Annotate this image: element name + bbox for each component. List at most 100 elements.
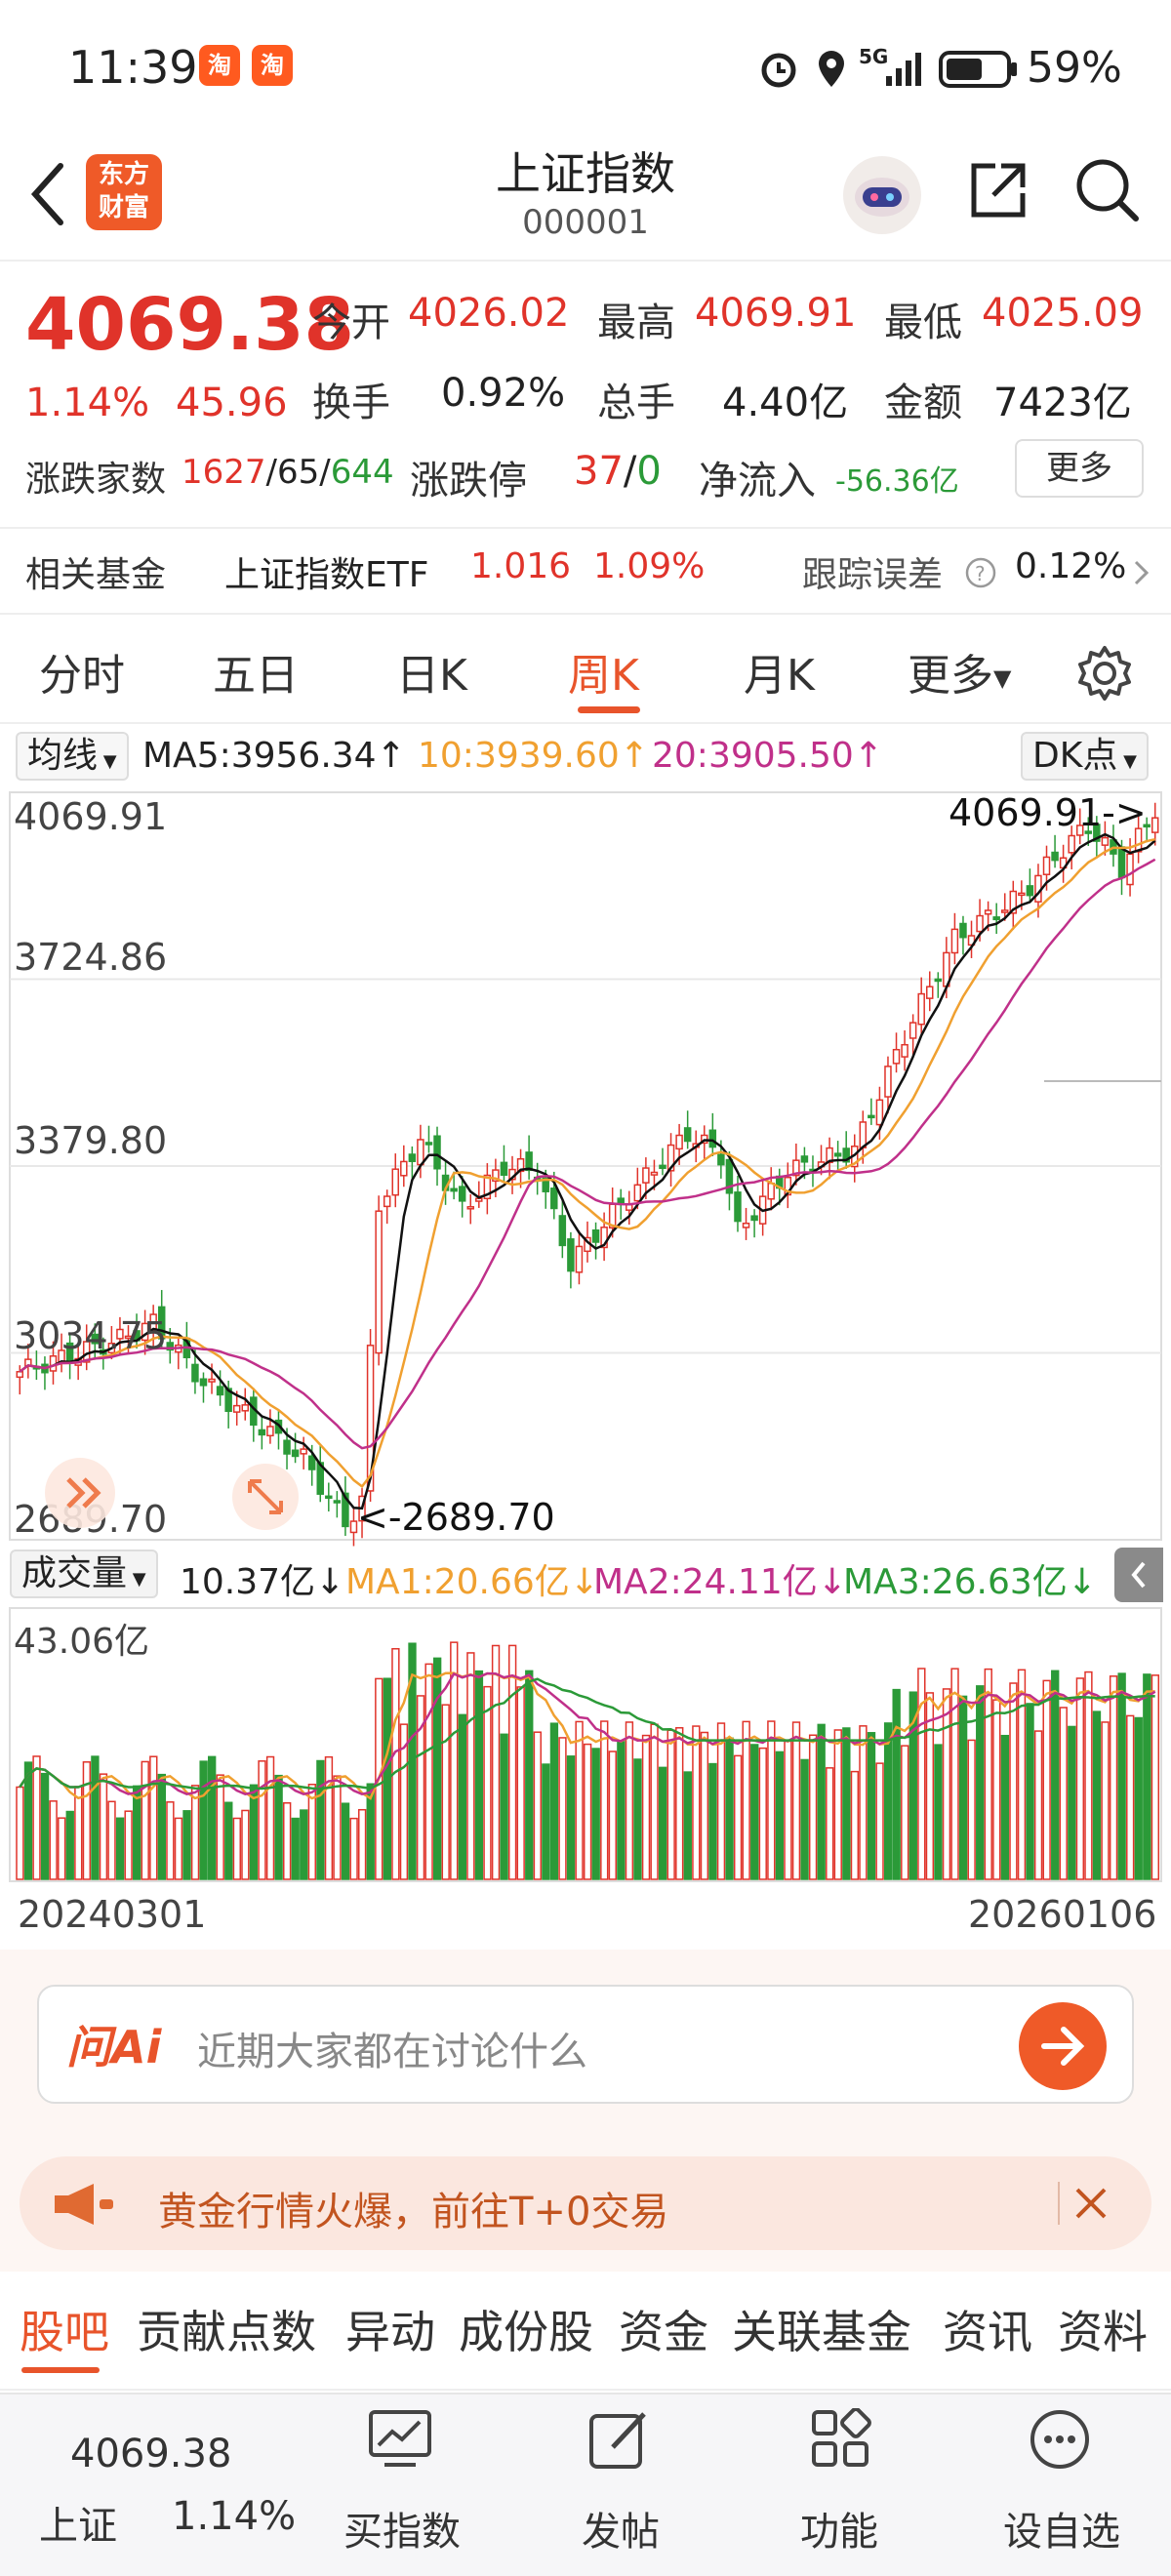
volume-selector[interactable]: 成交量 ▼ <box>10 1550 158 1598</box>
expand-left-icon[interactable] <box>45 1458 115 1528</box>
post-button[interactable]: 发帖 <box>582 2510 660 2555</box>
collapse-panel-button[interactable] <box>1114 1548 1163 1602</box>
banner-text: 黄金行情火爆，前往T+0交易 <box>158 2190 669 2234</box>
footer-index-price[interactable]: 4069.38 <box>70 2432 232 2476</box>
related-fund-label: 相关基金 <box>25 555 167 595</box>
volume-bar-up <box>600 1720 609 1880</box>
vol-ma1-text: MA1:20.66亿 <box>345 1562 570 1602</box>
buy-index-icon[interactable] <box>367 2408 435 2473</box>
volume-bar-up <box>1075 1677 1085 1880</box>
indicator-selector[interactable]: 均线 ▼ <box>16 732 129 781</box>
candle-up <box>909 1022 917 1039</box>
volume-bar-down <box>566 1755 576 1880</box>
candlestick-chart[interactable]: 4069.91 3724.86 3379.80 3034.75 2689.70 … <box>0 788 1171 1548</box>
tab-related-funds[interactable]: 关联基金 <box>732 2306 911 2358</box>
tab-weekly-k[interactable]: 周K <box>568 651 639 701</box>
turnover-label: 换手 <box>312 381 390 425</box>
volume-bar-down <box>842 1727 851 1880</box>
candle-down <box>542 1177 549 1192</box>
gold-promo-banner[interactable]: 黄金行情火爆，前往T+0交易 <box>20 2156 1151 2250</box>
volume-value: 4.40亿 <box>722 381 849 425</box>
candle-up <box>859 1121 868 1148</box>
fund-name[interactable]: 上证指数ETF <box>224 555 429 595</box>
page-title: 上证指数 <box>496 147 675 200</box>
tab-funds-flow[interactable]: 资金 <box>619 2306 708 2358</box>
volume-bar-up <box>1017 1669 1027 1880</box>
buy-index-button[interactable]: 买指数 <box>343 2510 461 2555</box>
tab-constituents[interactable]: 成份股 <box>459 2306 593 2358</box>
tab-monthly-k[interactable]: 月K <box>744 651 815 701</box>
tab-five-day[interactable]: 五日 <box>213 651 299 701</box>
tab-movement[interactable]: 异动 <box>345 2306 435 2358</box>
x-end-label: 20260106 <box>968 1893 1157 1936</box>
volume-bar-up <box>850 1770 860 1880</box>
add-watchlist-button[interactable]: 设自选 <box>1003 2510 1120 2555</box>
candle-down <box>558 1215 567 1247</box>
amount-value: 7423亿 <box>993 381 1132 425</box>
footer-index-name[interactable]: 上证 <box>39 2504 117 2549</box>
functions-button[interactable]: 功能 <box>800 2510 878 2555</box>
candle-down <box>567 1238 575 1272</box>
volume-bar-down <box>249 1784 259 1880</box>
volume-bar-up <box>307 1784 317 1880</box>
close-icon[interactable] <box>1071 2184 1110 2223</box>
volume-bar-down <box>591 1748 600 1880</box>
volume-bar-down <box>65 1810 74 1880</box>
ask-ai-box[interactable]: 问Ai 近期大家都在讨论什么 <box>37 1985 1134 2104</box>
volume-bar-up <box>1084 1670 1093 1880</box>
volume-bar-up <box>424 1663 433 1880</box>
tab-more[interactable]: 更多▼ <box>908 640 1011 703</box>
volume-bar-down <box>224 1801 233 1880</box>
related-fund-row[interactable]: 相关基金 上证指数ETF 1.016 1.09% 跟踪误差 ? 0.12% <box>0 527 1171 615</box>
candle-up <box>767 1182 775 1200</box>
help-icon[interactable]: ? <box>964 556 997 589</box>
candle-down <box>333 1500 342 1504</box>
tab-intraday[interactable]: 分时 <box>39 651 125 701</box>
volume-chart[interactable]: 43.06亿 <box>0 1606 1171 1889</box>
battery-percent: 59% <box>1027 43 1122 93</box>
caret-down-icon: ▼ <box>1117 751 1137 772</box>
volume-bar-up <box>416 1695 425 1880</box>
search-icon[interactable] <box>1073 156 1142 224</box>
volume-bar-down <box>683 1771 692 1880</box>
back-icon[interactable] <box>25 160 68 228</box>
content-tabs: 股吧 贡献点数 异动 成份股 资金 关联基金 资讯 资料 <box>0 2274 1171 2391</box>
volume-bar-down <box>542 1763 550 1880</box>
svg-text:?: ? <box>975 562 986 585</box>
volume-selector-label: 成交量 <box>21 1553 128 1593</box>
tab-contribution[interactable]: 贡献点数 <box>137 2306 316 2358</box>
tab-forum[interactable]: 股吧 <box>20 2306 109 2358</box>
volume-bar-up <box>675 1727 684 1880</box>
tab-daily-k[interactable]: 日K <box>396 651 467 701</box>
more-button[interactable]: 更多 <box>1015 439 1144 498</box>
chart-period-tabs: 分时 五日 日K 周K 月K 更多▼ <box>0 617 1171 724</box>
vol-ma2: MA2:24.11亿↓ <box>593 1562 847 1602</box>
ask-ai-input[interactable]: 近期大家都在讨论什么 <box>197 2030 587 2074</box>
candle-up <box>892 1048 901 1065</box>
volume-bar-up <box>558 1737 567 1880</box>
dk-point-button[interactable]: DK点 ▼ <box>1021 732 1149 781</box>
volume-bar-up <box>791 1721 801 1880</box>
divider <box>1058 2182 1060 2225</box>
share-icon[interactable] <box>966 158 1030 222</box>
volume-bar-up <box>324 1755 334 1880</box>
volume-bar-up <box>650 1723 659 1880</box>
chevron-right-icon[interactable] <box>1132 558 1151 587</box>
functions-icon[interactable] <box>810 2408 872 2471</box>
candle-down <box>1026 885 1034 897</box>
ai-assistant-icon[interactable] <box>841 154 923 236</box>
y-tick-label: 3034.75 <box>14 1314 167 1357</box>
candle-up <box>475 1197 483 1202</box>
fullscreen-icon[interactable] <box>232 1464 299 1530</box>
tab-news[interactable]: 资讯 <box>943 2306 1032 2358</box>
watchlist-icon[interactable] <box>1027 2406 1093 2473</box>
settings-icon[interactable] <box>1075 644 1134 703</box>
post-icon[interactable] <box>586 2406 654 2475</box>
volume-bar-up <box>716 1722 726 1880</box>
candle-down <box>283 1439 291 1455</box>
footer-index-pct[interactable]: 1.14% <box>172 2494 297 2539</box>
volume-bar-up <box>950 1668 959 1880</box>
tab-profile[interactable]: 资料 <box>1058 2306 1148 2358</box>
volume-bar-up <box>1033 1730 1043 1880</box>
ask-ai-submit-button[interactable] <box>1019 2002 1107 2090</box>
